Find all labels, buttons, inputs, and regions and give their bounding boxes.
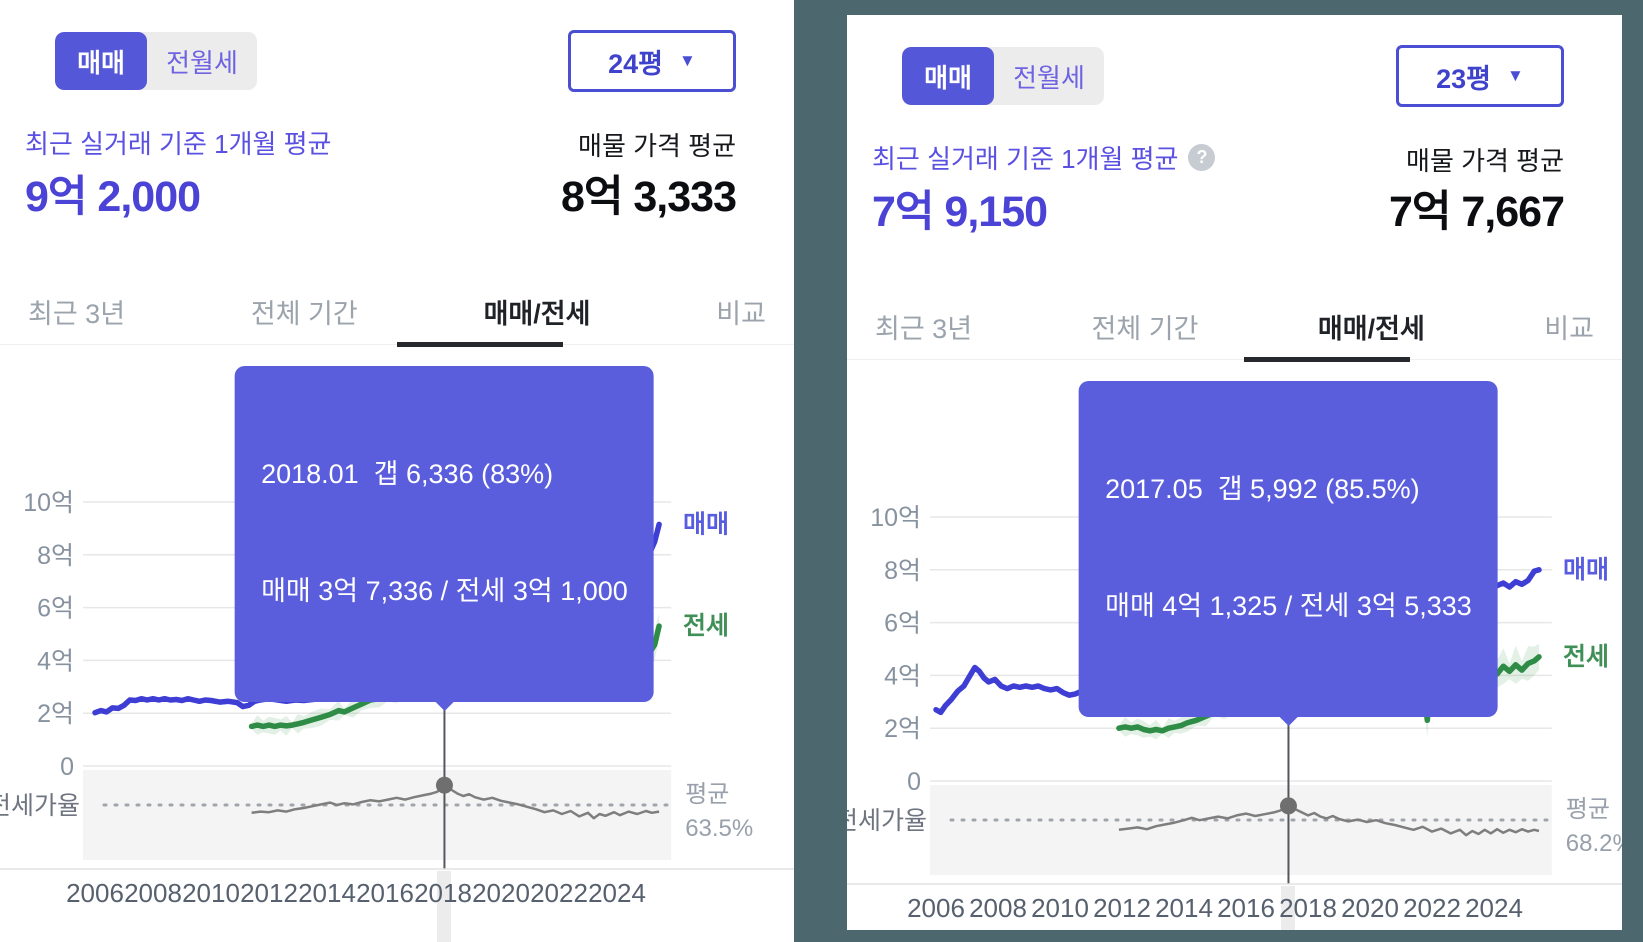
recent-average-row: 최근 실거래 기준 1개월 평균 (25, 124, 331, 161)
svg-text:6억: 6억 (884, 610, 921, 638)
size-dropdown-value: 24평 (608, 48, 664, 79)
chart-tabs: 최근 3년 전체 기간 매매/전세 비교 (0, 278, 794, 347)
tab-sale-jeonse[interactable]: 매매/전세 (483, 298, 591, 329)
svg-text:평균: 평균 (1566, 796, 1610, 823)
crosshair-column-highlight (1281, 886, 1296, 930)
page-background: 매매 전월세 23평 ▼ 최근 실거래 기준 1개월 평균 ? 7억 9,150… (794, 0, 1643, 942)
trade-type-toggle: 매매 전월세 (902, 47, 1104, 105)
sale-toggle-button[interactable]: 매매 (902, 47, 994, 105)
svg-text:6억: 6억 (37, 595, 74, 623)
x-tick-label: 2024 (1465, 893, 1523, 923)
rent-toggle-button[interactable]: 전월세 (1013, 62, 1085, 93)
size-dropdown[interactable]: 23평 ▼ (1396, 45, 1564, 107)
tab-compare[interactable]: 비교 (1544, 313, 1594, 344)
active-tab-underline (397, 342, 563, 347)
listing-average-price: 7억 7,667 (1388, 188, 1565, 236)
svg-text:매매: 매매 (1563, 556, 1609, 584)
x-tick-label: 2024 (588, 878, 646, 908)
chart-tabs: 최근 3년 전체 기간 매매/전세 비교 (847, 293, 1622, 362)
x-tick-label: 2014 (1155, 893, 1213, 923)
size-dropdown[interactable]: 24평 ▼ (568, 30, 736, 92)
help-icon[interactable]: ? (1188, 144, 1216, 171)
svg-text:10억: 10억 (23, 489, 74, 517)
x-tick-label: 2012 (1093, 893, 1151, 923)
x-tick-label: 2006 (907, 893, 965, 923)
svg-text:8억: 8억 (37, 542, 74, 570)
crosshair-column-highlight (437, 871, 452, 942)
tab-sale-jeonse[interactable]: 매매/전세 (1317, 313, 1425, 344)
svg-text:4억: 4억 (884, 662, 921, 690)
price-panel-right: 매매 전월세 23평 ▼ 최근 실거래 기준 1개월 평균 ? 7억 9,150… (847, 15, 1622, 930)
tab-full-period[interactable]: 전체 기간 (250, 298, 358, 329)
svg-text:매매: 매매 (683, 510, 729, 538)
x-axis-year-labels: 2006 2008 2010 2012 2014 2016 2018 2020 2022 2024 (847, 893, 1622, 930)
tooltip-line-prices: 매매 3억 7,336 / 전세 3억 1,000 (261, 576, 628, 606)
x-axis-year-labels: 2006 2008 2010 2012 2014 2016 2018 2020 2022 2024 (0, 878, 794, 918)
chevron-down-icon: ▼ (1507, 66, 1524, 85)
x-tick-label: 2006 (66, 878, 124, 908)
x-tick-label: 2016 (356, 878, 414, 908)
listing-average-label: 매물 가격 평균 (578, 131, 736, 161)
x-tick-label: 2016 (1217, 893, 1275, 923)
svg-text:68.2%: 68.2% (1566, 830, 1622, 857)
svg-text:63.5%: 63.5% (685, 815, 753, 842)
svg-text:0: 0 (907, 768, 921, 796)
recent-average-label: 최근 실거래 기준 1개월 평균 (872, 144, 1179, 174)
tab-full-period[interactable]: 전체 기간 (1091, 313, 1199, 344)
x-tick-label: 2012 (240, 878, 298, 908)
recent-average-price: 7억 9,150 (872, 188, 1048, 236)
active-tab-underline (1244, 357, 1410, 362)
rent-toggle-button[interactable]: 전월세 (166, 47, 238, 78)
svg-text:전세: 전세 (1563, 643, 1609, 671)
x-tick-label: 2022 (1403, 893, 1461, 923)
tooltip-line-prices: 매매 4억 1,325 / 전세 3억 5,333 (1105, 591, 1472, 621)
svg-text:전세가율: 전세가율 (847, 807, 927, 835)
x-tick-label: 2022 (530, 878, 588, 908)
recent-average-row: 최근 실거래 기준 1개월 평균 ? (872, 139, 1216, 176)
chart-tooltip: 2017.05 갭 5,992 (85.5%) 매매 4억 1,325 / 전세… (1079, 381, 1498, 726)
x-tick-label: 2008 (124, 878, 182, 908)
x-tick-label: 2020 (472, 878, 530, 908)
svg-text:전세가율: 전세가율 (0, 792, 80, 820)
svg-text:4억: 4억 (37, 647, 74, 675)
x-tick-label: 2010 (182, 878, 240, 908)
svg-text:평균: 평균 (685, 781, 729, 808)
tab-compare[interactable]: 비교 (716, 298, 766, 329)
recent-average-price: 9억 2,000 (25, 173, 201, 221)
sale-toggle-button[interactable]: 매매 (55, 32, 147, 90)
svg-text:2억: 2억 (37, 700, 74, 728)
x-tick-label: 2018 (1279, 893, 1337, 923)
svg-text:2억: 2억 (884, 715, 921, 743)
trade-type-toggle: 매매 전월세 (55, 32, 257, 90)
tooltip-line-gap: 2017.05 갭 5,992 (85.5%) (1105, 474, 1420, 504)
chevron-down-icon: ▼ (679, 51, 696, 70)
x-tick-label: 2014 (298, 878, 356, 908)
tab-recent-3y[interactable]: 최근 3년 (28, 298, 126, 329)
size-dropdown-value: 23평 (1436, 63, 1492, 94)
svg-text:8억: 8억 (884, 557, 921, 585)
x-tick-label: 2018 (414, 878, 472, 908)
svg-text:전세: 전세 (683, 612, 729, 640)
x-tick-label: 2008 (969, 893, 1027, 923)
svg-text:10억: 10억 (870, 504, 921, 532)
chart-tooltip: 2018.01 갭 6,336 (83%) 매매 3억 7,336 / 전세 3… (235, 366, 654, 711)
price-panel-left: 매매 전월세 24평 ▼ 최근 실거래 기준 1개월 평균 9억 2,000 매… (0, 0, 794, 942)
x-tick-label: 2020 (1341, 893, 1399, 923)
x-tick-label: 2010 (1031, 893, 1089, 923)
recent-average-label: 최근 실거래 기준 1개월 평균 (25, 129, 332, 159)
tab-recent-3y[interactable]: 최근 3년 (875, 313, 973, 344)
listing-average-price: 8억 3,333 (560, 173, 737, 221)
tooltip-line-gap: 2018.01 갭 6,336 (83%) (261, 459, 554, 489)
listing-average-label: 매물 가격 평균 (1406, 146, 1564, 176)
svg-text:0: 0 (60, 753, 74, 781)
